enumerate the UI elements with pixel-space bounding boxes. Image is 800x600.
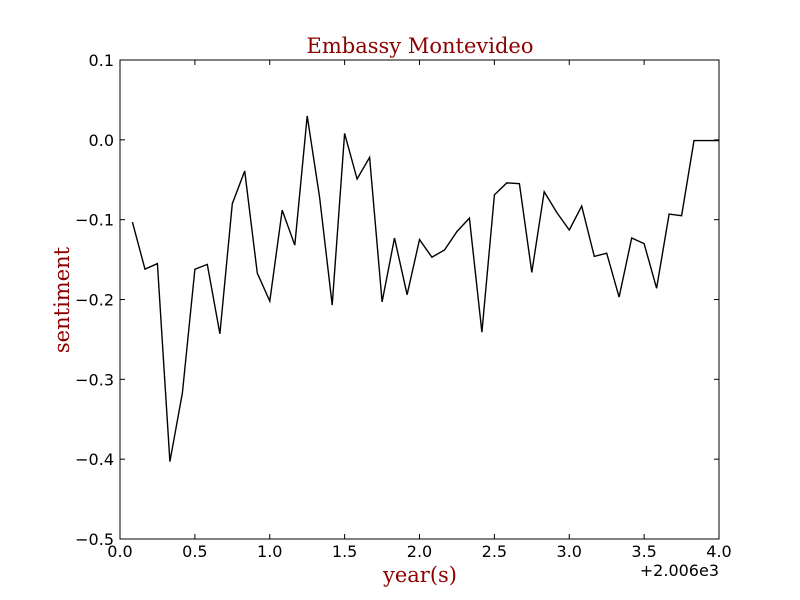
- x-axis-offset-label: +2.006e3: [640, 561, 719, 580]
- x-tick-label: 3.0: [557, 542, 582, 561]
- y-tick-label: −0.2: [75, 291, 114, 310]
- x-tick-label: 2.5: [482, 542, 507, 561]
- y-tick-label: −0.5: [75, 530, 114, 549]
- chart-title: Embassy Montevideo: [307, 34, 534, 58]
- x-axis-title: year(s): [382, 563, 457, 587]
- y-tick-label: 0.1: [89, 51, 114, 70]
- x-tick-label: 3.5: [631, 542, 656, 561]
- y-axis-title: sentiment: [50, 246, 74, 353]
- y-tick-label: 0.0: [89, 131, 114, 150]
- x-tick-label: 1.5: [332, 542, 357, 561]
- y-tick-label: −0.3: [75, 370, 114, 389]
- series-line: [131, 115, 719, 462]
- x-tick-label: 1.0: [257, 542, 282, 561]
- x-tick-label: 4.0: [706, 542, 731, 561]
- y-tick-label: −0.1: [75, 211, 114, 230]
- y-tick-label: −0.4: [75, 450, 114, 469]
- x-tick-label: 2.0: [407, 542, 432, 561]
- x-tick-label: 0.5: [182, 542, 207, 561]
- x-tick-label: 0.0: [107, 542, 132, 561]
